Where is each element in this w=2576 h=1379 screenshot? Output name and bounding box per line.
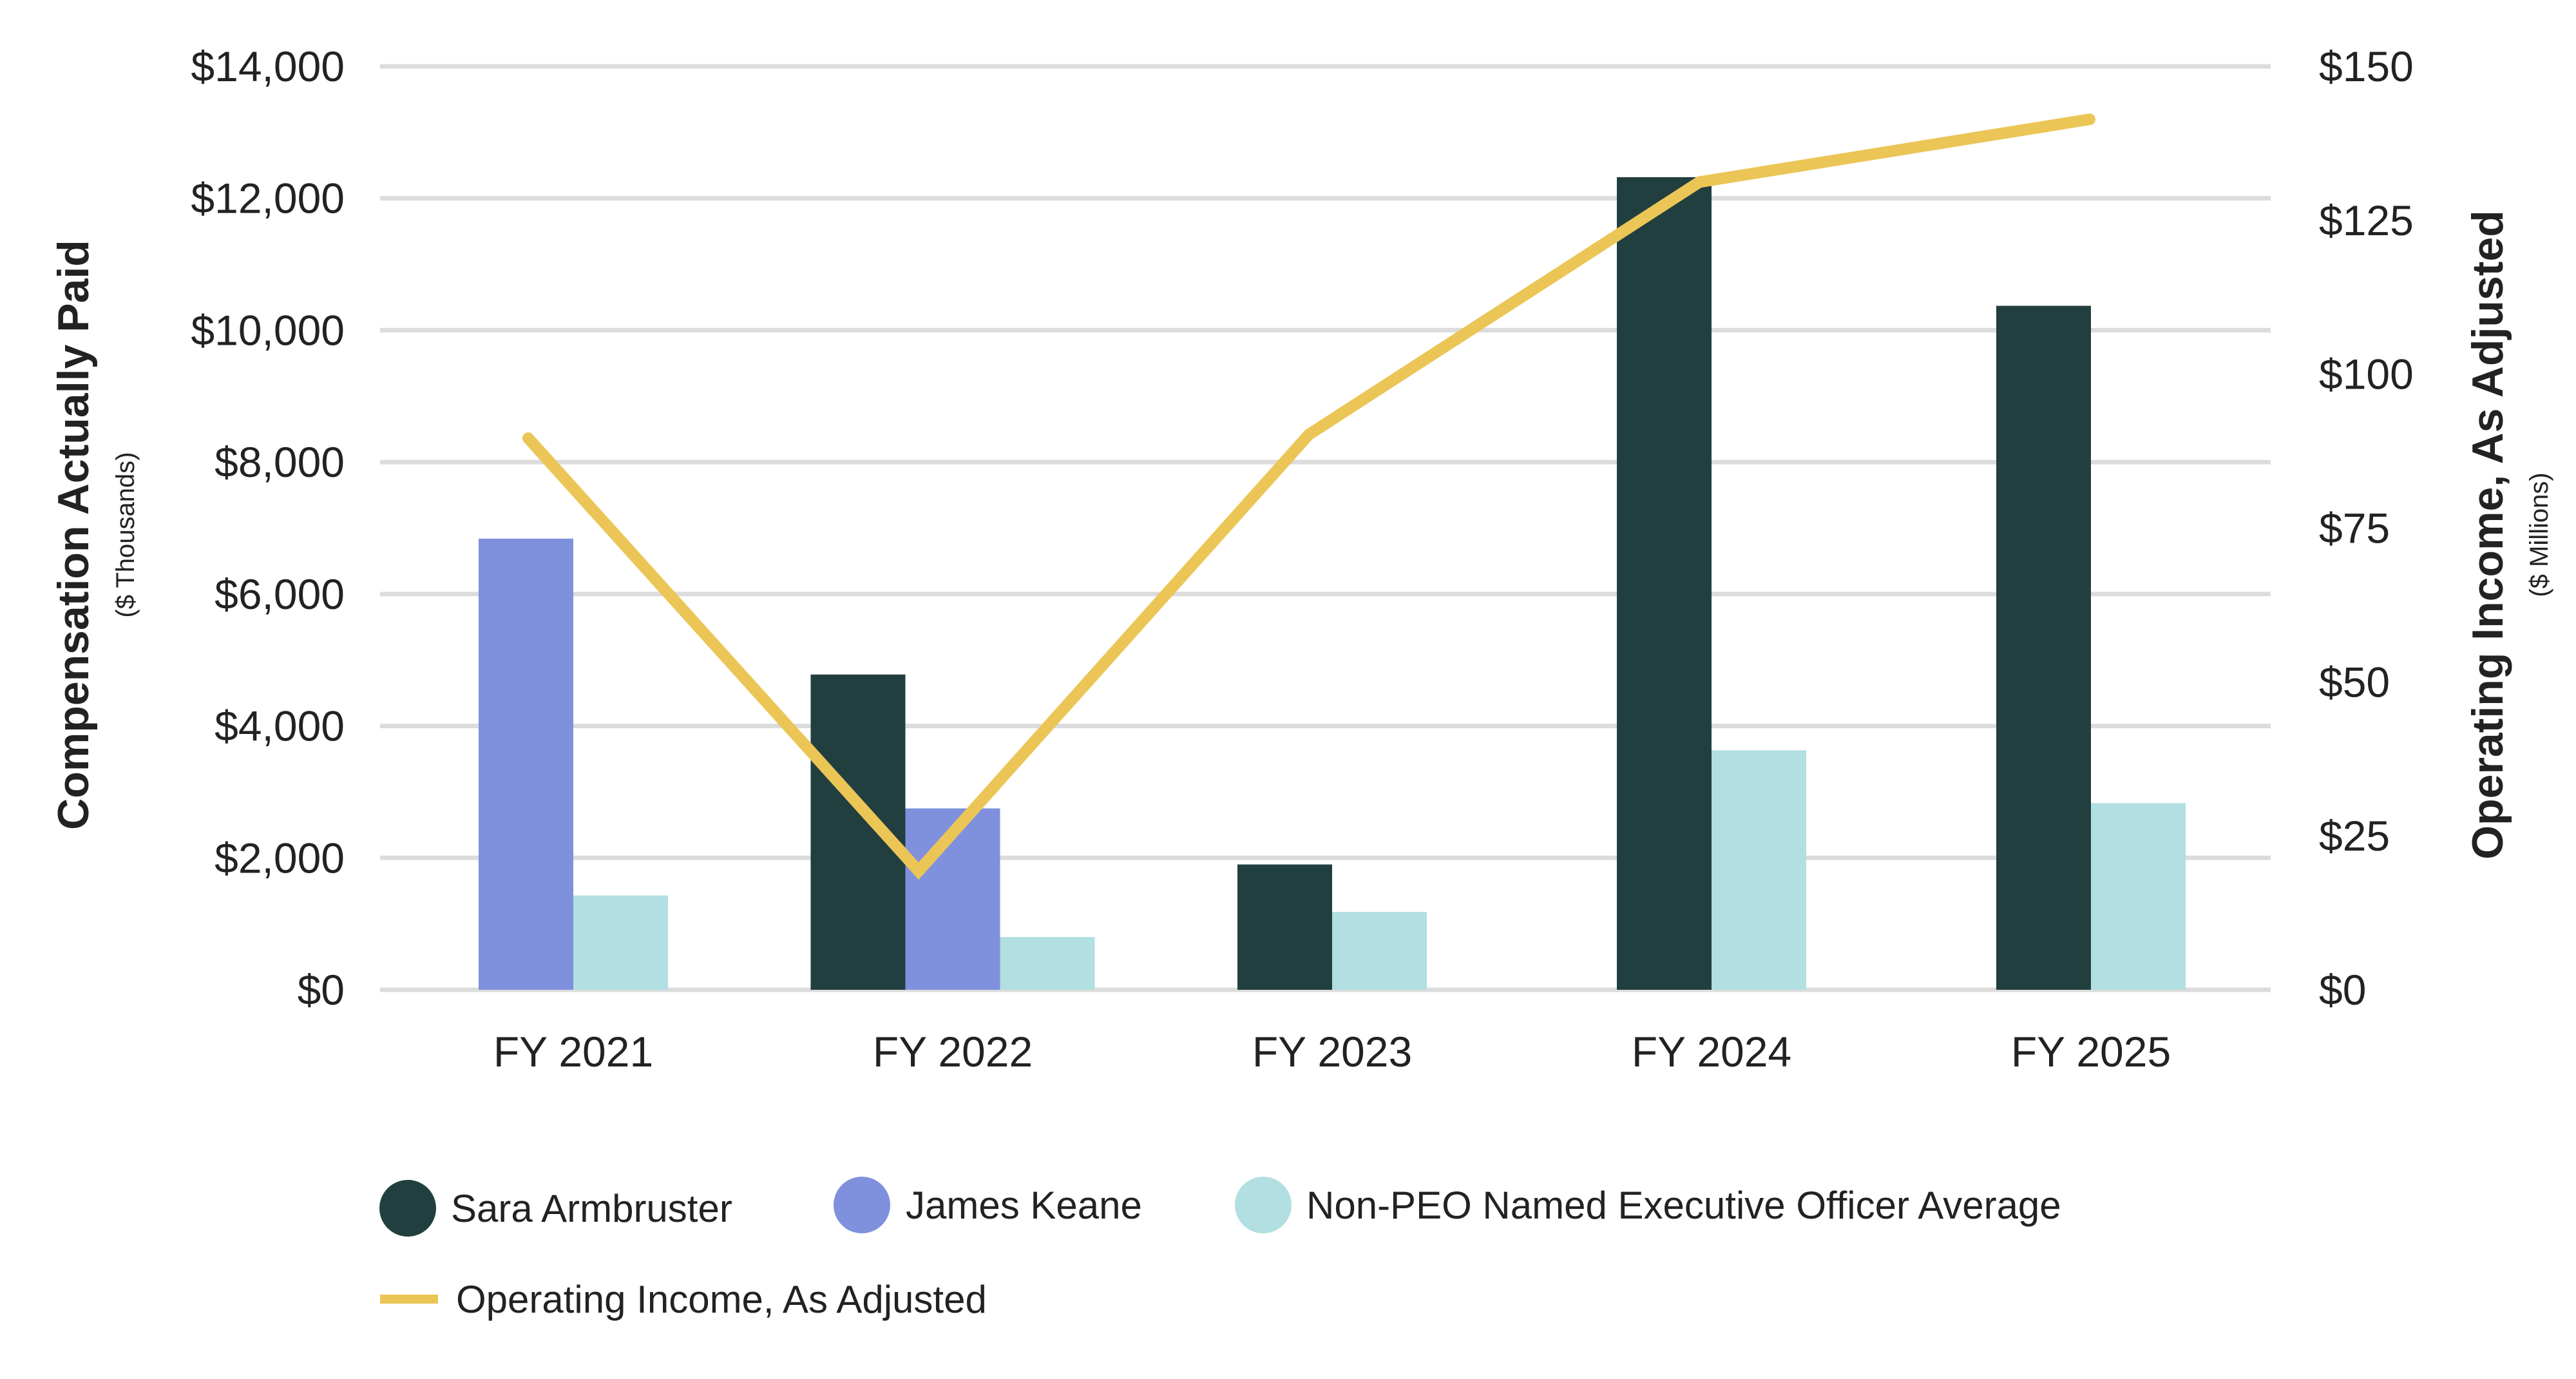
x-tick-label: FY 2023 xyxy=(1252,1028,1412,1075)
bar-sara-armbruster-fy-2023 xyxy=(1237,864,1332,990)
left-tick-label: $10,000 xyxy=(191,306,345,354)
x-tick-label: FY 2025 xyxy=(2011,1028,2171,1075)
operating-income-point xyxy=(918,870,919,872)
x-tick-label: FY 2022 xyxy=(873,1028,1033,1075)
bar-non-peo-named-executive-officer-average-fy-2025 xyxy=(2091,803,2186,990)
right-tick-label: $0 xyxy=(2319,966,2366,1014)
operating-income-point xyxy=(528,438,529,439)
right-tick-label: $25 xyxy=(2319,812,2390,860)
legend-swatch-sara-armbruster xyxy=(379,1180,436,1237)
left-tick-label: $14,000 xyxy=(191,43,345,90)
bar-james-keane-fy-2021 xyxy=(479,538,573,990)
operating-income-line xyxy=(522,113,2095,880)
left-tick-label: $2,000 xyxy=(215,834,345,882)
left-axis-subtitle: ($ Thousands) xyxy=(111,452,140,617)
operating-income-line-group xyxy=(522,113,2095,880)
legend-swatch-james-keane xyxy=(834,1177,890,1233)
left-axis-ticks: $0 $2,000 $4,000 $6,000 $8,000 $10,000 $12,000… xyxy=(191,43,345,1014)
operating-income-point xyxy=(2089,119,2090,121)
bars xyxy=(479,177,2186,990)
legend-label-james-keane: James Keane xyxy=(906,1184,1142,1227)
right-tick-label: $125 xyxy=(2319,197,2414,244)
bar-non-peo-named-executive-officer-average-fy-2024 xyxy=(1712,750,1806,990)
right-tick-label: $75 xyxy=(2319,505,2390,552)
x-axis-ticks: FY 2021 FY 2022 FY 2023 FY 2024 FY 2025 xyxy=(493,1028,2171,1075)
legend-label-sara-armbruster: Sara Armbruster xyxy=(451,1187,732,1230)
legend-swatch-non-peo xyxy=(1235,1177,1292,1233)
right-tick-label: $100 xyxy=(2319,351,2414,398)
left-tick-label: $12,000 xyxy=(191,175,345,222)
bar-non-peo-named-executive-officer-average-fy-2021 xyxy=(573,895,668,990)
left-tick-label: $6,000 xyxy=(215,570,345,618)
x-tick-label: FY 2021 xyxy=(493,1028,653,1075)
right-axis-subtitle: ($ Millions) xyxy=(2525,472,2553,597)
bar-non-peo-named-executive-officer-average-fy-2023 xyxy=(1332,912,1427,990)
operating-income-point xyxy=(1699,181,1700,183)
gridlines xyxy=(380,64,2271,992)
right-axis-title: Operating Income, As Adjusted xyxy=(2463,210,2512,860)
left-tick-label: $0 xyxy=(298,966,345,1014)
legend: Sara Armbruster James Keane Non-PEO Name… xyxy=(379,1177,2061,1321)
legend-label-non-peo: Non-PEO Named Executive Officer Average xyxy=(1306,1184,2061,1227)
left-tick-label: $4,000 xyxy=(215,702,345,750)
legend-label-operating-income: Operating Income, As Adjusted xyxy=(456,1278,987,1321)
right-tick-label: $50 xyxy=(2319,658,2390,706)
right-axis-ticks: $0 $25 $50 $75 $100 $125 $150 xyxy=(2319,43,2414,1014)
operating-income-point xyxy=(1308,434,1310,436)
right-tick-label: $150 xyxy=(2319,43,2414,90)
x-tick-label: FY 2024 xyxy=(1632,1028,1791,1075)
bar-sara-armbruster-fy-2025 xyxy=(1996,305,2091,990)
left-tick-label: $8,000 xyxy=(215,438,345,486)
bar-non-peo-named-executive-officer-average-fy-2022 xyxy=(1000,937,1095,990)
bar-sara-armbruster-fy-2024 xyxy=(1617,177,1712,990)
left-axis-title: Compensation Actually Paid xyxy=(49,240,98,830)
